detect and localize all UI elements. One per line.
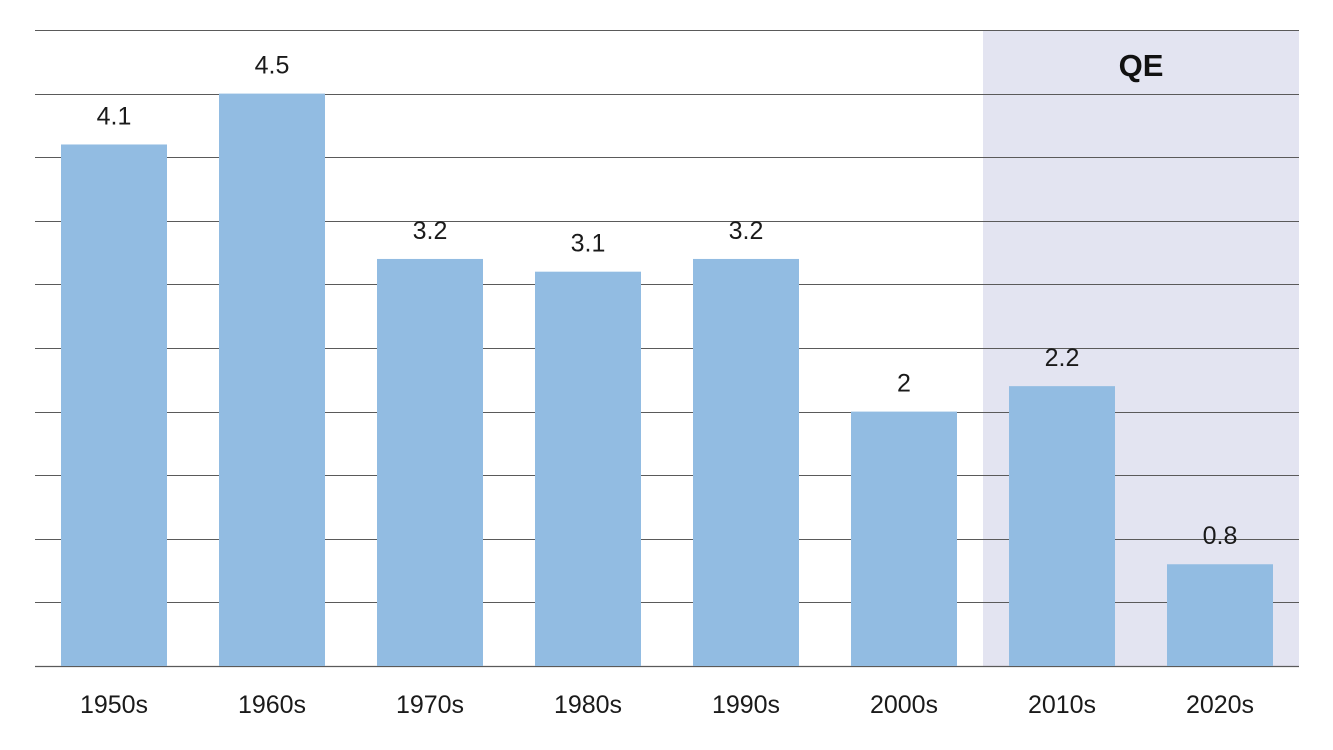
- x-tick-label-2010s: 2010s: [1028, 691, 1096, 719]
- value-label-1980s: 3.1: [571, 230, 606, 258]
- x-tick-label-1960s: 1960s: [238, 691, 306, 719]
- bar-1950s: [61, 144, 167, 667]
- value-label-1970s: 3.2: [413, 217, 448, 245]
- bars: [61, 93, 1273, 667]
- value-label-1990s: 3.2: [729, 217, 764, 245]
- x-tick-label-2000s: 2000s: [870, 691, 938, 719]
- bar-1980s: [535, 271, 641, 666]
- labels: 4.1 1950s 4.5 1960s 3.2 1970s 3.1 1980s 3.2 1990s…: [80, 52, 1254, 719]
- value-label-2000s: 2: [897, 370, 911, 398]
- value-label-1950s: 4.1: [97, 102, 132, 130]
- x-tick-label-1980s: 1980s: [554, 691, 622, 719]
- bar-2020s: [1167, 564, 1273, 666]
- x-tick-label-1950s: 1950s: [80, 691, 148, 719]
- x-tick-label-1970s: 1970s: [396, 691, 464, 719]
- bar-1960s: [219, 93, 325, 667]
- value-label-1960s: 4.5: [255, 52, 290, 80]
- x-tick-label-2020s: 2020s: [1186, 691, 1254, 719]
- value-label-2020s: 0.8: [1203, 522, 1238, 550]
- bar-2010s: [1009, 386, 1115, 666]
- x-tick-label-1990s: 1990s: [712, 691, 780, 719]
- qe-region-label: QE: [1119, 48, 1164, 83]
- bar-1970s: [377, 258, 483, 666]
- bar-1990s: [693, 258, 799, 666]
- value-label-2010s: 2.2: [1045, 344, 1080, 372]
- bar-2000s: [851, 411, 957, 666]
